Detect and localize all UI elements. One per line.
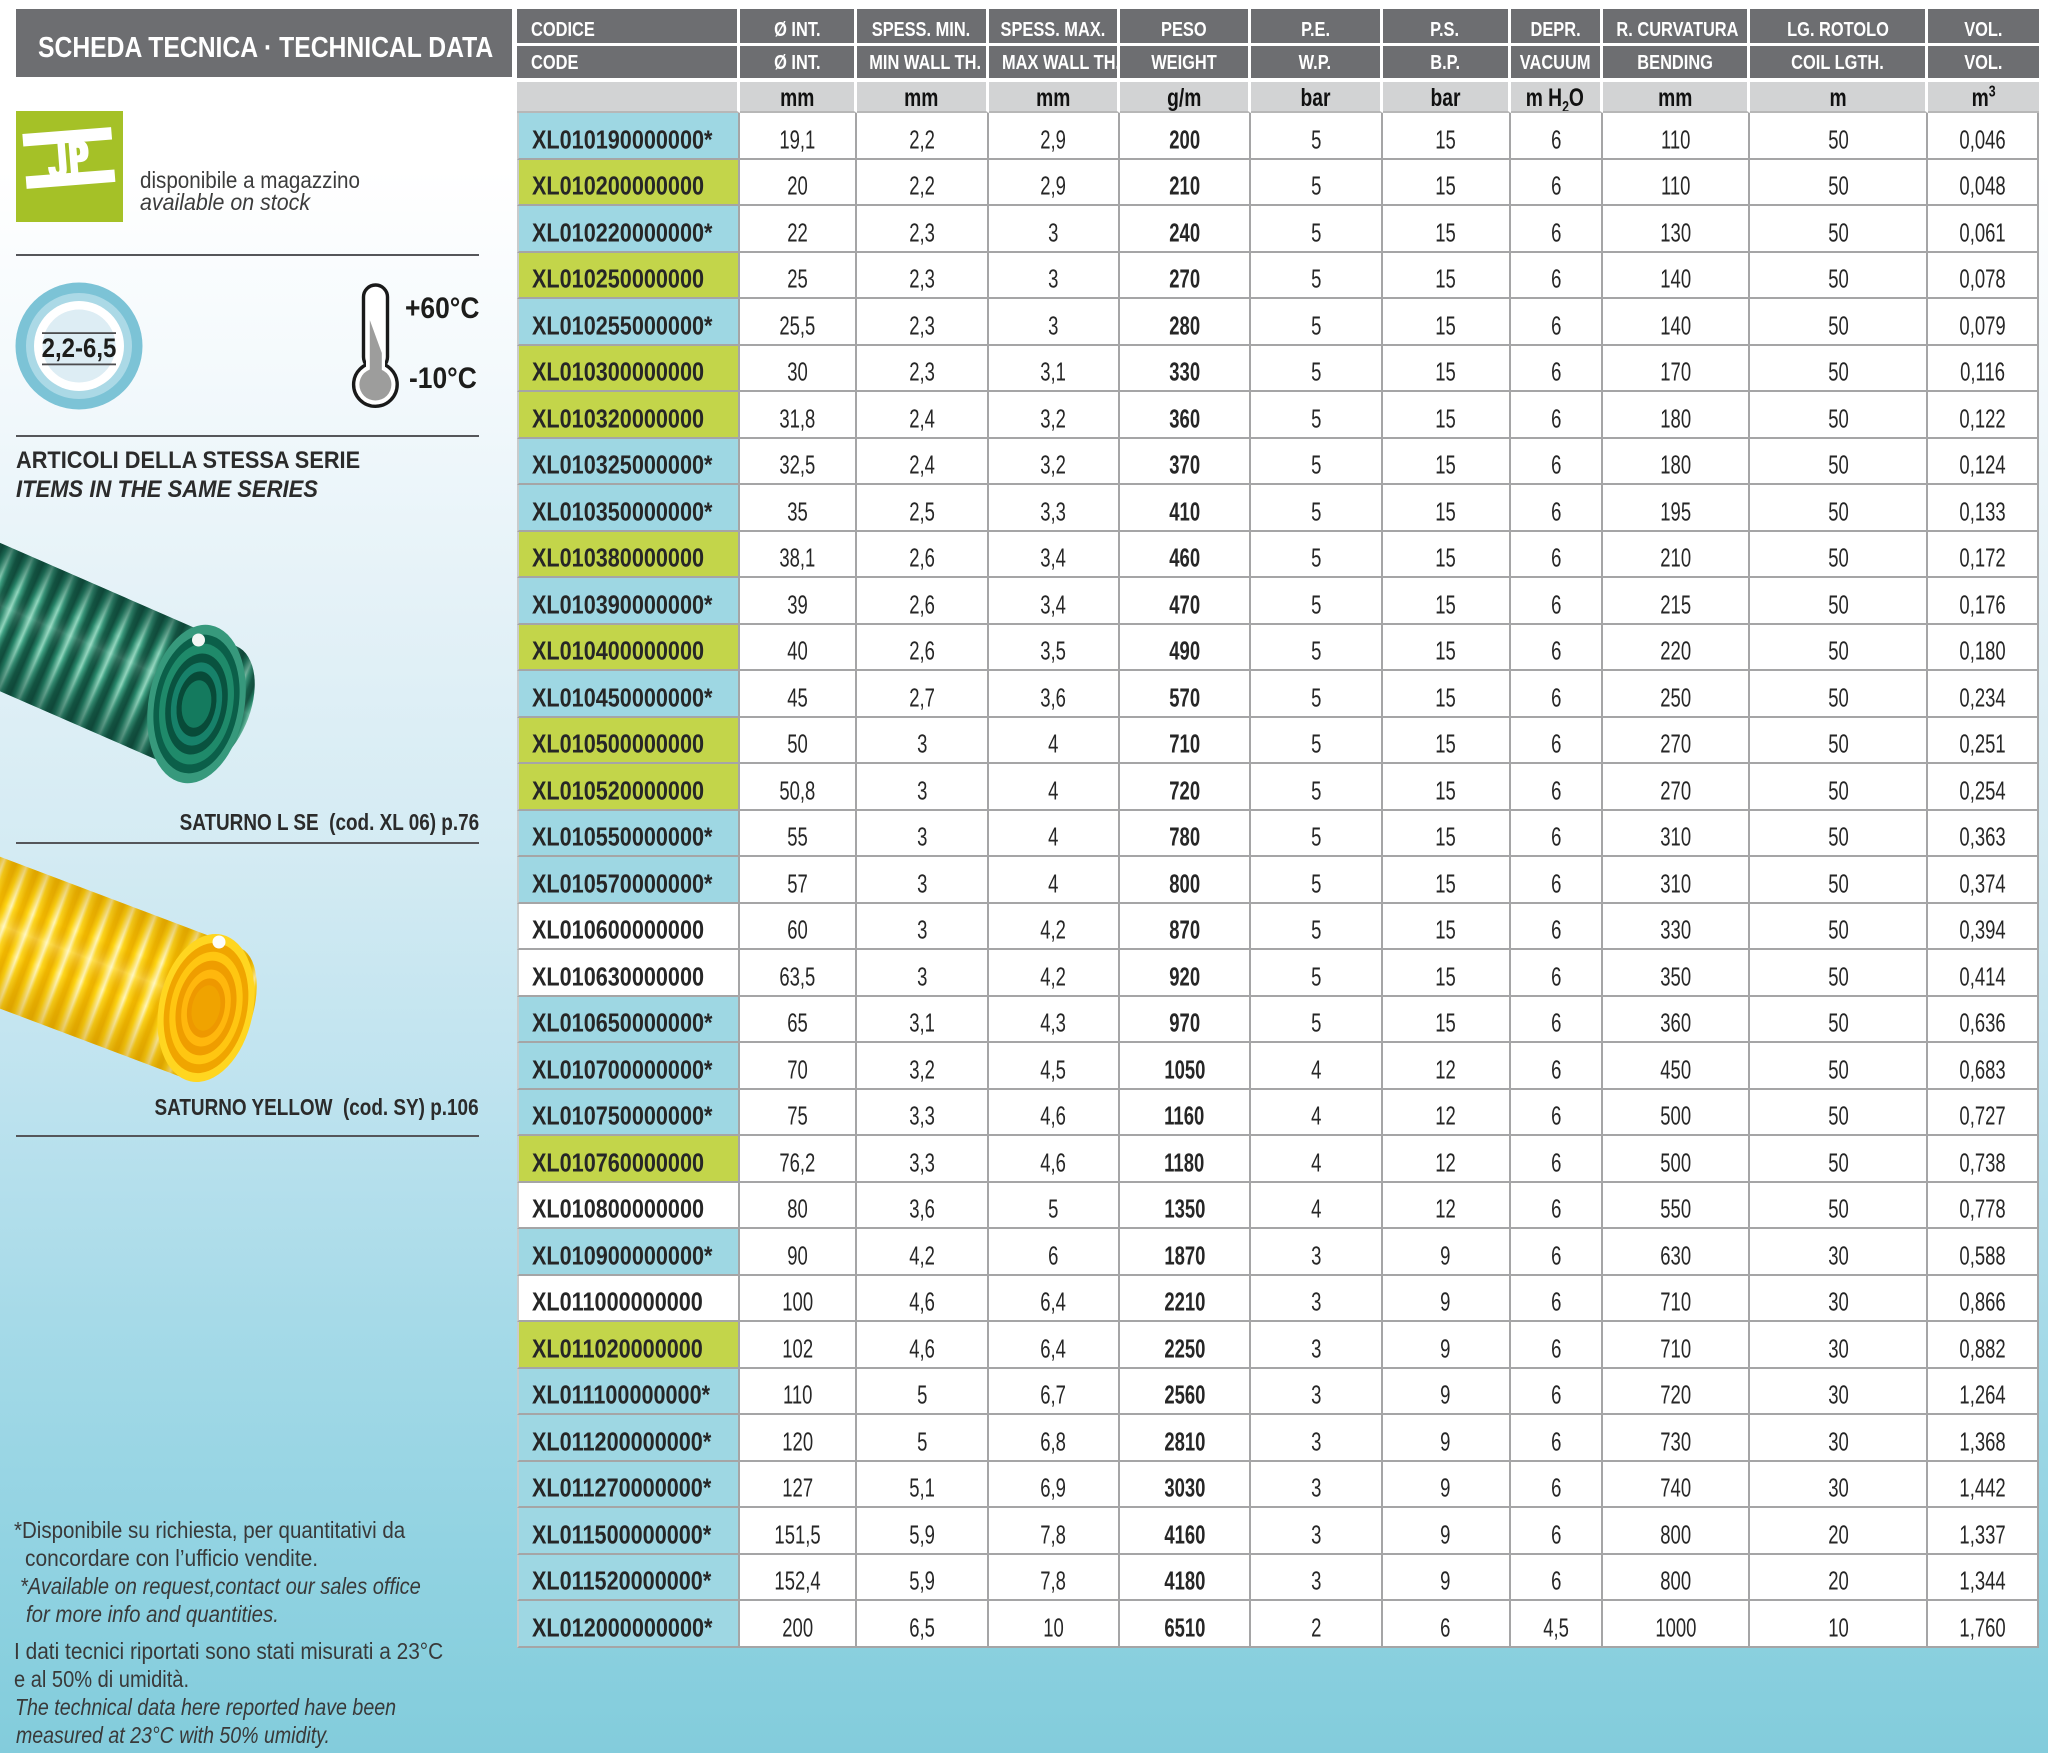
- svg-text:2,2-6,5: 2,2-6,5: [42, 334, 117, 364]
